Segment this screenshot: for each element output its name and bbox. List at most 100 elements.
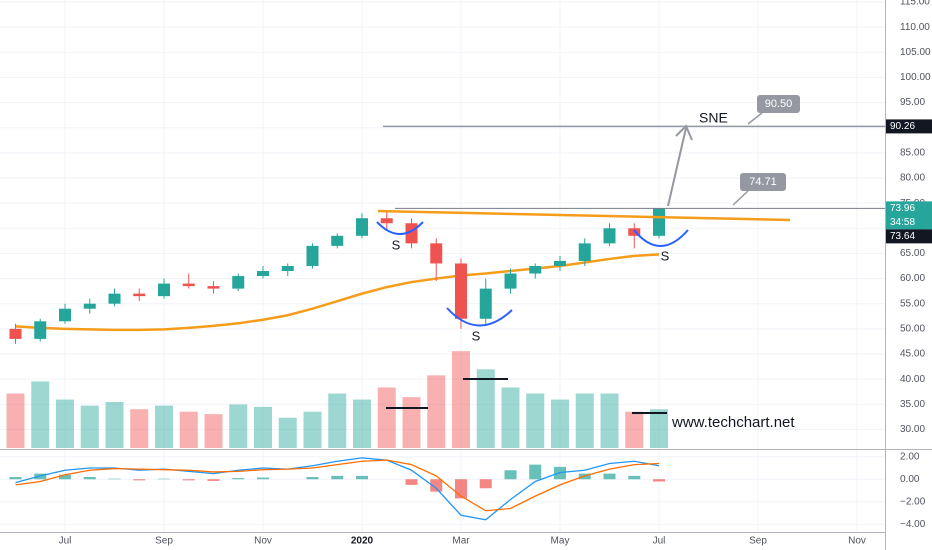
candle-body xyxy=(257,271,269,277)
macd-line xyxy=(15,459,660,512)
candle-body xyxy=(380,218,393,224)
x-tick-label: Mar xyxy=(452,536,470,547)
histogram-bar xyxy=(257,477,269,480)
y-tick-label: 35.00 xyxy=(900,399,925,410)
histogram-bar xyxy=(9,477,22,480)
histogram-bar xyxy=(628,475,641,480)
histogram-bar xyxy=(83,477,96,480)
moving-average xyxy=(15,253,660,332)
histogram-bar xyxy=(479,479,492,489)
histogram-bar xyxy=(158,478,170,480)
candle-body xyxy=(529,265,542,274)
plot xyxy=(6,125,885,521)
y-tick-label: 105.00 xyxy=(900,47,931,58)
candle-body xyxy=(455,263,467,319)
volume-bar xyxy=(650,409,668,448)
volume-bar xyxy=(130,409,149,448)
y-tick-label: −4.00 xyxy=(900,519,926,530)
countdown-label: 34:58 xyxy=(890,217,915,228)
candle-body xyxy=(578,243,591,261)
pattern-label: S xyxy=(472,328,481,343)
ticker-label: SNE xyxy=(699,110,728,126)
candle-body xyxy=(356,218,368,236)
pattern-label: S xyxy=(661,248,670,263)
candle-body xyxy=(281,265,294,272)
volume-bar xyxy=(229,404,248,448)
price-label: 90.26 xyxy=(890,121,915,132)
y-tick-label: 115.00 xyxy=(900,0,930,8)
candle-body xyxy=(133,293,146,297)
volume-bar xyxy=(402,397,421,448)
volume-bar xyxy=(80,405,99,448)
volume-bar xyxy=(278,417,297,448)
histogram-bar xyxy=(306,477,319,480)
x-tick-label: 2020 xyxy=(351,536,374,547)
volume-bar xyxy=(303,411,322,448)
price-label: 73.96 xyxy=(890,203,915,214)
y-tick-label: 2.00 xyxy=(900,451,920,462)
histogram-bar xyxy=(232,478,245,480)
price-label-box xyxy=(886,119,932,134)
volume-bar xyxy=(551,399,569,448)
x-tick-label: May xyxy=(551,536,570,547)
candle-body xyxy=(232,276,245,289)
candle-body xyxy=(603,228,616,244)
histogram-bar xyxy=(108,478,121,480)
volume-bar xyxy=(476,369,495,448)
candle-body xyxy=(34,321,47,339)
candle-body xyxy=(9,328,22,339)
candle-body xyxy=(158,283,170,297)
histogram-bar xyxy=(504,470,517,480)
volume-bar xyxy=(452,351,470,448)
x-tick-label: Sep xyxy=(749,536,767,547)
callout-label: 90.50 xyxy=(765,98,793,110)
callout-pointer xyxy=(732,190,749,206)
candle-body xyxy=(653,208,665,236)
volume-bar xyxy=(526,393,545,448)
volume-bar xyxy=(155,405,173,448)
volume-bar xyxy=(179,411,198,448)
callout-pointer xyxy=(747,112,763,125)
volume-bar xyxy=(254,406,272,448)
target-arrow xyxy=(667,127,687,207)
histogram-bar xyxy=(603,473,616,480)
histogram-bar xyxy=(133,479,146,481)
head-arc xyxy=(446,307,513,327)
y-tick-label: 55.00 xyxy=(900,298,925,309)
left-shoulder-arc xyxy=(376,221,424,235)
volume-bar xyxy=(575,393,594,448)
volume-bar xyxy=(501,387,520,448)
volume-bar xyxy=(625,411,644,448)
histogram-bar xyxy=(529,464,542,480)
watermark: www.techchart.net xyxy=(671,414,795,431)
price-label: 73.64 xyxy=(890,231,915,242)
callout-box xyxy=(757,95,800,113)
candle-body xyxy=(59,308,71,322)
candle-body xyxy=(430,243,443,264)
y-tick-label: 0.00 xyxy=(900,474,920,485)
volume-bar xyxy=(328,393,347,448)
y-tick-label: 50.00 xyxy=(900,323,925,334)
y-tick-label: 110.00 xyxy=(900,22,930,33)
candle-body xyxy=(628,228,641,236)
histogram-bar xyxy=(653,479,665,482)
y-tick-label: 65.00 xyxy=(900,248,925,259)
histogram-bar xyxy=(59,474,71,480)
histogram-bar xyxy=(405,479,418,485)
grid xyxy=(0,0,885,532)
neckline xyxy=(377,209,791,222)
volume-bar xyxy=(427,375,446,448)
y-tick-label: 80.00 xyxy=(900,173,925,184)
x-tick-label: Nov xyxy=(254,536,272,547)
candle-body xyxy=(479,288,492,319)
x-tick-label: Sep xyxy=(155,536,173,547)
candle-body xyxy=(108,293,121,304)
y-tick-label: −2.00 xyxy=(900,496,926,507)
histogram-bar xyxy=(430,479,443,492)
price-label-box xyxy=(886,201,932,230)
candle-body xyxy=(207,286,220,289)
candle-body xyxy=(331,235,344,246)
histogram-bar xyxy=(356,475,368,480)
